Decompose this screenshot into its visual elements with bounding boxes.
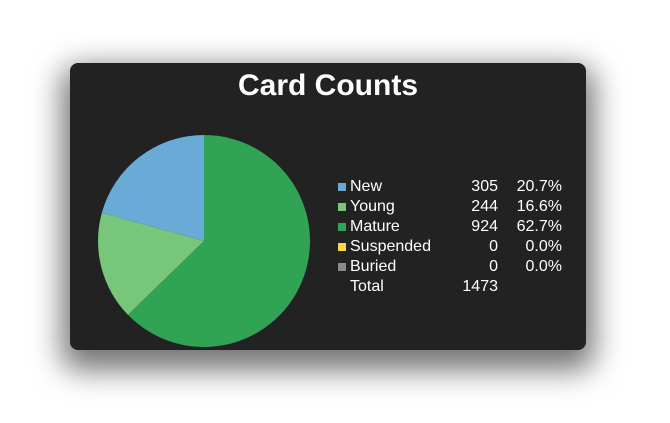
legend-count: 0	[489, 258, 498, 275]
legend-swatch-buried	[338, 263, 346, 271]
legend-percent: 0.0%	[525, 238, 562, 255]
legend-table: New 305 20.7% Young 244 16.6% Mature 924…	[338, 177, 562, 297]
legend-row-young: Young 244 16.6%	[338, 197, 562, 217]
legend-label: Suspended	[350, 238, 431, 255]
pie-slice-mature	[127, 135, 311, 347]
legend-row-total: Total 1473	[338, 277, 562, 297]
legend-count: 924	[471, 218, 498, 235]
legend-row-buried: Buried 0 0.0%	[338, 257, 562, 277]
legend-label: Mature	[350, 218, 400, 235]
legend-swatch-mature	[338, 223, 346, 231]
legend-percent: 20.7%	[516, 178, 562, 195]
chart-title: Card Counts	[238, 69, 418, 102]
legend-percent: 62.7%	[516, 218, 562, 235]
legend-row-mature: Mature 924 62.7%	[338, 217, 562, 237]
legend-row-suspended: Suspended 0 0.0%	[338, 237, 562, 257]
legend-swatch-new	[338, 183, 346, 191]
total-count: 1473	[462, 278, 498, 295]
pie-chart	[97, 135, 311, 347]
pie-slice-young	[97, 212, 204, 315]
legend-label: Young	[350, 198, 395, 215]
legend-percent: 16.6%	[516, 198, 562, 215]
legend-row-new: New 305 20.7%	[338, 177, 562, 197]
legend-count: 0	[489, 238, 498, 255]
total-label: Total	[350, 278, 384, 295]
legend-label: Buried	[350, 258, 397, 275]
legend-count: 305	[471, 178, 498, 195]
legend-label: New	[350, 178, 383, 195]
legend-count: 244	[471, 198, 498, 215]
legend-percent: 0.0%	[525, 258, 562, 275]
pie-slice-new	[101, 135, 204, 241]
legend-swatch-suspended	[338, 243, 346, 251]
legend-swatch-young	[338, 203, 346, 211]
chart-card: Card Counts New 305 20.7% Young 244 16.6…	[70, 63, 586, 350]
